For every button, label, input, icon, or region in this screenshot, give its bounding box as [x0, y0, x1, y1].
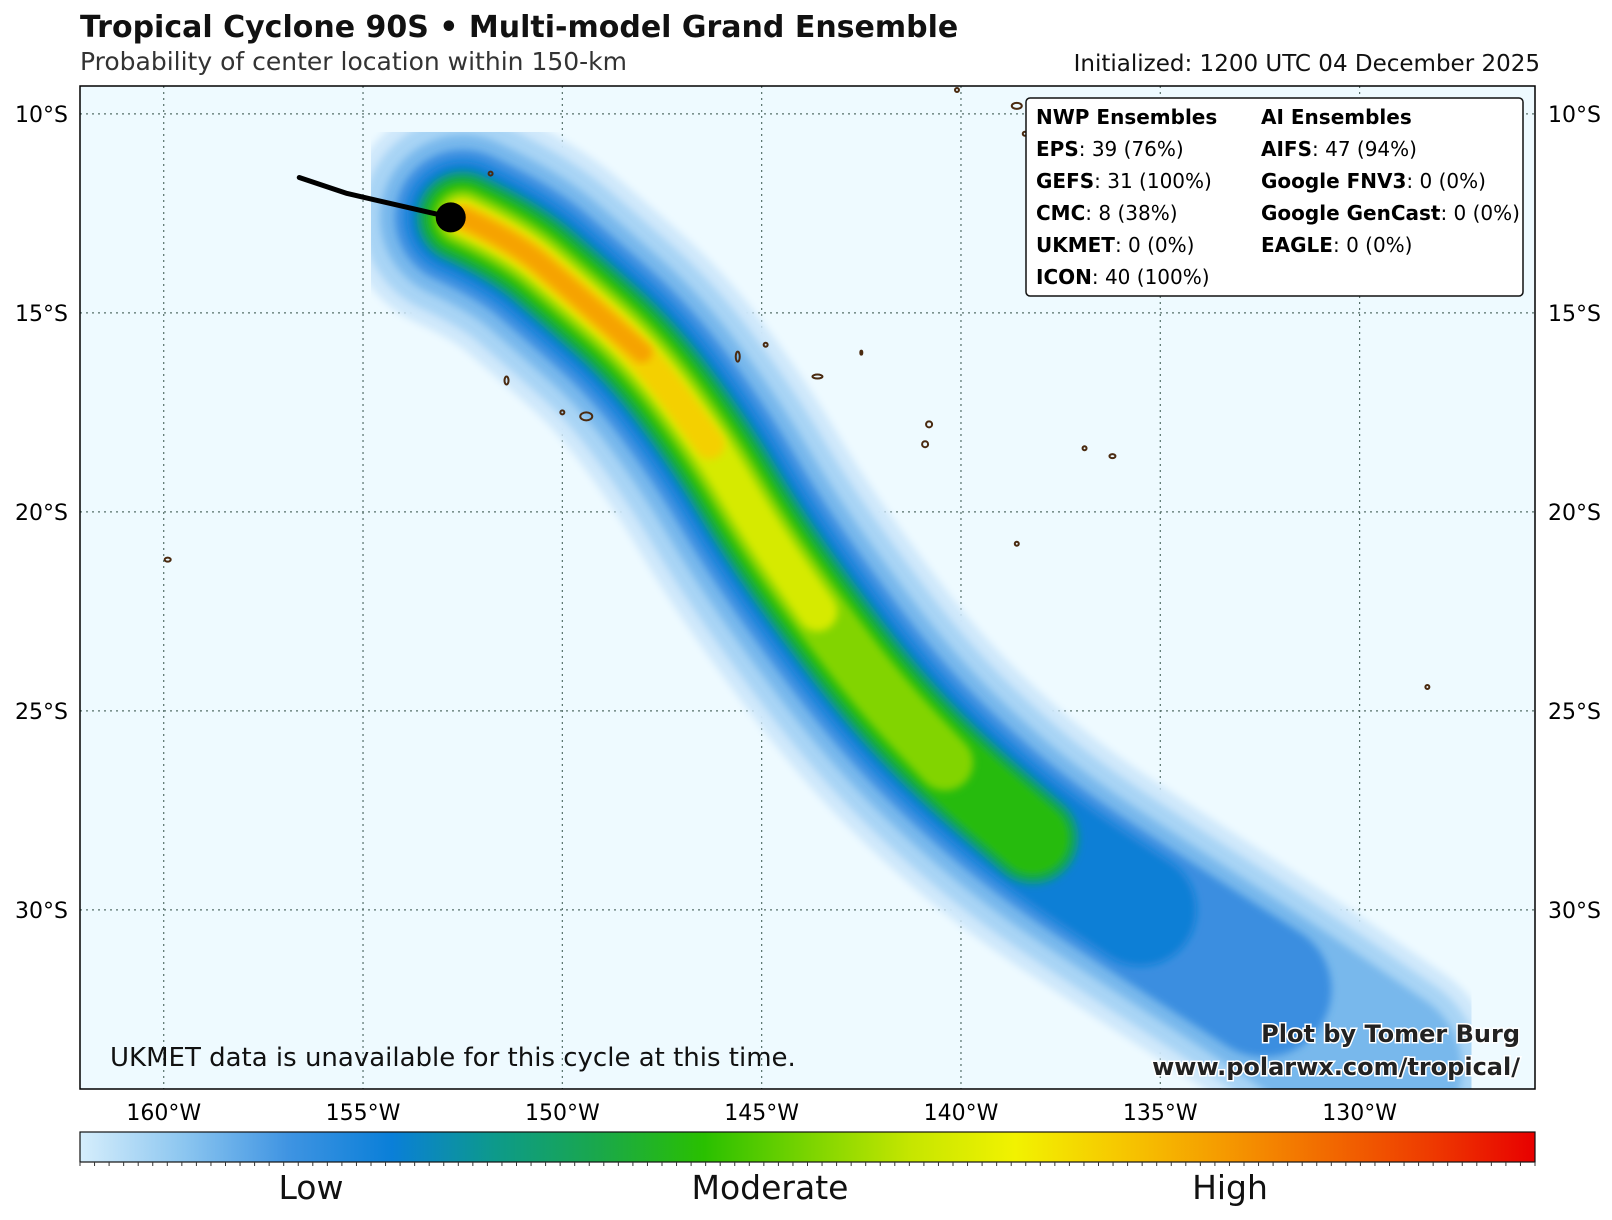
lon-tick-label: 135°W	[1123, 1101, 1198, 1126]
colorbar-ticks	[79, 1162, 1536, 1166]
legend-entry: GEFS: 31 (100%)	[1036, 169, 1212, 193]
current-position-marker	[435, 202, 466, 233]
island-outline	[953, 86, 960, 93]
island-outline	[1010, 101, 1023, 110]
legend-entry: UKMET: 0 (0%)	[1036, 233, 1194, 257]
island-outline	[1424, 684, 1431, 691]
credit-url: www.polarwx.com/tropical/	[1152, 1053, 1520, 1081]
legend-entry: Google FNV3: 0 (0%)	[1261, 169, 1486, 193]
island-outline	[1013, 540, 1020, 547]
colorbar-label-low: Low	[278, 1168, 344, 1207]
probability-swath	[347, 102, 1495, 1089]
island-outline	[921, 440, 930, 449]
colorbar-label-moderate: Moderate	[691, 1168, 849, 1207]
island-outline	[925, 420, 934, 429]
legend-ai-header: AI Ensembles	[1261, 105, 1412, 129]
lon-tick-label: 140°W	[924, 1101, 999, 1126]
past-track-line	[296, 175, 454, 220]
ukmet-notice: UKMET data is unavailable for this cycle…	[110, 1043, 796, 1073]
lat-tick-label-left: 10°S	[15, 103, 68, 128]
legend-nwp-list: EPS: 39 (76%) GEFS: 31 (100%) CMC: 8 (38%)…	[1036, 137, 1212, 289]
legend-ai-list: AIFS: 47 (94%) Google FNV3: 0 (0%) Google …	[1261, 137, 1520, 257]
legend-nwp-header: NWP Ensembles	[1036, 105, 1217, 129]
lat-tick-label-right: 30°S	[1548, 899, 1601, 924]
map-frame	[79, 85, 1536, 1090]
axis-ticks: 160°W 155°W 150°W 145°W 140°W 135°W 130°W 10°S 1…	[15, 103, 1601, 1126]
lon-tick-label: 145°W	[724, 1101, 799, 1126]
island-outline	[1081, 445, 1088, 452]
island-outline	[579, 411, 594, 422]
lat-tick-label-right: 10°S	[1548, 103, 1601, 128]
legend-entry: EAGLE: 0 (0%)	[1261, 233, 1412, 257]
storm-track	[296, 175, 466, 233]
credit-author: Plot by Tomer Burg	[1261, 1020, 1520, 1048]
legend-entry: ICON: 40 (100%)	[1036, 265, 1210, 289]
ensemble-legend: NWP Ensembles AI Ensembles EPS: 39 (76%)…	[1025, 97, 1524, 297]
lon-tick-label: 155°W	[326, 1101, 401, 1126]
lat-tick-label-left: 30°S	[15, 899, 68, 924]
lat-tick-label-left: 25°S	[15, 700, 68, 725]
legend-entry: Google GenCast: 0 (0%)	[1261, 201, 1520, 225]
island-outline	[762, 341, 769, 348]
lat-tick-label-right: 20°S	[1548, 501, 1601, 526]
island-outline	[811, 373, 824, 380]
island-outline	[487, 170, 494, 177]
legend-entry: CMC: 8 (38%)	[1036, 201, 1178, 225]
island-outline	[503, 375, 510, 386]
lon-tick-label: 130°W	[1322, 1101, 1397, 1126]
lat-tick-label-right: 25°S	[1548, 700, 1601, 725]
lat-tick-label-left: 15°S	[15, 302, 68, 327]
probability-band	[452, 207, 653, 363]
chart-subtitle: Probability of center location within 15…	[80, 47, 628, 76]
island-outlines	[163, 86, 1431, 691]
island-outline	[859, 349, 864, 356]
lat-tick-label-right: 15°S	[1548, 302, 1601, 327]
legend-entry: EPS: 39 (76%)	[1036, 137, 1184, 161]
colorbar-label-high: High	[1192, 1168, 1268, 1207]
island-outline	[1108, 453, 1117, 460]
island-outline	[559, 409, 566, 416]
island-outline	[163, 556, 172, 563]
colorbar	[79, 1131, 1536, 1163]
lon-tick-label: 150°W	[525, 1101, 600, 1126]
lat-tick-label-left: 20°S	[15, 501, 68, 526]
lon-tick-label: 160°W	[126, 1101, 201, 1126]
legend-entry: AIFS: 47 (94%)	[1261, 137, 1417, 161]
island-outline	[734, 350, 741, 363]
initialized-time: Initialized: 1200 UTC 04 December 2025	[1073, 51, 1540, 77]
chart-title: Tropical Cyclone 90S • Multi-model Grand…	[80, 10, 959, 45]
legend-box	[1025, 97, 1524, 297]
